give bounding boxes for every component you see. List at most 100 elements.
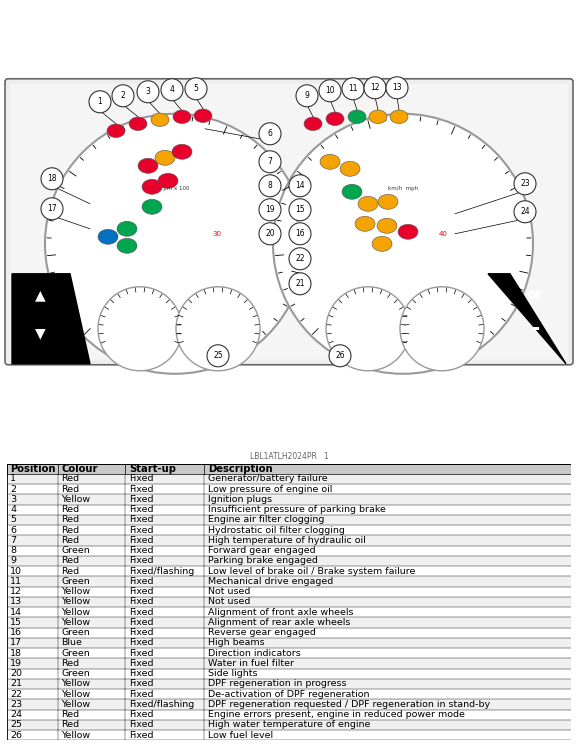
Circle shape <box>273 114 533 373</box>
Bar <box>7 627 571 638</box>
Circle shape <box>259 123 281 145</box>
Circle shape <box>289 248 311 270</box>
Text: Reverse gear engaged: Reverse gear engaged <box>208 628 316 637</box>
Ellipse shape <box>98 229 118 244</box>
Text: 11: 11 <box>349 84 358 93</box>
Circle shape <box>45 114 305 373</box>
Text: 6: 6 <box>268 129 272 138</box>
Text: Insufficient pressure of parking brake: Insufficient pressure of parking brake <box>208 505 386 514</box>
Circle shape <box>289 222 311 245</box>
Bar <box>7 699 571 710</box>
Circle shape <box>386 77 408 99</box>
Bar <box>7 679 571 689</box>
Text: 11: 11 <box>10 577 23 586</box>
Text: 2: 2 <box>10 484 16 493</box>
Circle shape <box>514 201 536 222</box>
Text: Mechanical drive engaged: Mechanical drive engaged <box>208 577 333 586</box>
Circle shape <box>289 175 311 196</box>
Ellipse shape <box>194 109 212 123</box>
Text: High temperature of hydraulic oil: High temperature of hydraulic oil <box>208 536 365 545</box>
Text: 18: 18 <box>47 174 57 183</box>
Text: 3: 3 <box>146 87 150 96</box>
Text: rpm x 100: rpm x 100 <box>161 186 189 191</box>
Text: 16: 16 <box>10 628 23 637</box>
Bar <box>7 494 571 504</box>
Text: Blue: Blue <box>61 638 82 647</box>
Text: Red: Red <box>61 659 79 668</box>
Circle shape <box>176 286 260 371</box>
Text: Low pressure of engine oil: Low pressure of engine oil <box>208 484 332 493</box>
Text: Green: Green <box>61 577 90 586</box>
Text: 24: 24 <box>10 711 23 719</box>
Text: Red: Red <box>61 536 79 545</box>
Text: Red: Red <box>61 557 79 565</box>
Text: 12: 12 <box>370 83 380 92</box>
Text: Fixed: Fixed <box>129 557 153 565</box>
Text: 19: 19 <box>10 659 23 668</box>
Bar <box>7 597 571 607</box>
Text: 23: 23 <box>520 179 530 188</box>
Text: 25: 25 <box>10 720 23 729</box>
Text: ▼: ▼ <box>35 327 45 341</box>
Text: 12: 12 <box>10 587 23 596</box>
Text: 7: 7 <box>10 536 16 545</box>
Circle shape <box>259 175 281 196</box>
Circle shape <box>326 286 410 371</box>
Text: Fixed: Fixed <box>129 516 153 525</box>
Text: Fixed: Fixed <box>129 649 153 658</box>
Text: DPF regeneration in progress: DPF regeneration in progress <box>208 679 346 688</box>
Circle shape <box>342 78 364 100</box>
Bar <box>7 504 571 515</box>
Bar <box>7 525 571 535</box>
Text: 26: 26 <box>10 731 23 740</box>
Circle shape <box>319 80 341 102</box>
Circle shape <box>161 79 183 100</box>
Text: Side lights: Side lights <box>208 669 257 678</box>
Text: 9: 9 <box>305 92 309 100</box>
Text: 22: 22 <box>295 254 305 263</box>
Text: Fixed: Fixed <box>129 505 153 514</box>
Circle shape <box>89 91 111 113</box>
Text: Green: Green <box>61 649 90 658</box>
Text: Fixed: Fixed <box>129 638 153 647</box>
Text: 13: 13 <box>392 83 402 92</box>
Text: Red: Red <box>61 516 79 525</box>
Text: High water temperature of engine: High water temperature of engine <box>208 720 370 729</box>
Bar <box>7 710 571 719</box>
Text: Green: Green <box>61 546 90 555</box>
Circle shape <box>329 344 351 367</box>
Text: Fixed: Fixed <box>129 628 153 637</box>
Bar <box>7 689 571 699</box>
Text: 14: 14 <box>295 182 305 190</box>
Text: 10: 10 <box>10 567 23 576</box>
Bar <box>7 638 571 648</box>
Circle shape <box>289 273 311 295</box>
Text: Fixed: Fixed <box>129 659 153 668</box>
Text: 5: 5 <box>194 84 198 93</box>
Text: Alignment of rear axle wheels: Alignment of rear axle wheels <box>208 618 350 627</box>
Text: LBL1ATLH2024PR   1: LBL1ATLH2024PR 1 <box>250 452 328 461</box>
Text: Red: Red <box>61 526 79 535</box>
Text: 22: 22 <box>10 690 23 699</box>
Text: Not used: Not used <box>208 597 250 606</box>
Text: Yellow: Yellow <box>61 608 90 617</box>
Text: 13: 13 <box>10 597 23 606</box>
Text: DPF regeneration requested / DPF regeneration in stand-by: DPF regeneration requested / DPF regener… <box>208 700 490 709</box>
Ellipse shape <box>358 196 378 211</box>
Text: 3: 3 <box>10 495 16 504</box>
Text: 10: 10 <box>325 86 335 95</box>
Text: OK: OK <box>527 291 543 301</box>
Text: High beams: High beams <box>208 638 264 647</box>
Text: Ignition plugs: Ignition plugs <box>208 495 272 504</box>
Text: De-activation of DPF regeneration: De-activation of DPF regeneration <box>208 690 369 699</box>
Text: Yellow: Yellow <box>61 700 90 709</box>
Text: 1: 1 <box>98 97 102 106</box>
Circle shape <box>137 81 159 103</box>
Bar <box>7 607 571 618</box>
Circle shape <box>259 199 281 221</box>
Text: Forward gear engaged: Forward gear engaged <box>208 546 316 555</box>
Bar <box>7 566 571 577</box>
Bar <box>7 515 571 525</box>
Text: 9: 9 <box>10 557 16 565</box>
Text: Engine air filter clogging: Engine air filter clogging <box>208 516 324 525</box>
